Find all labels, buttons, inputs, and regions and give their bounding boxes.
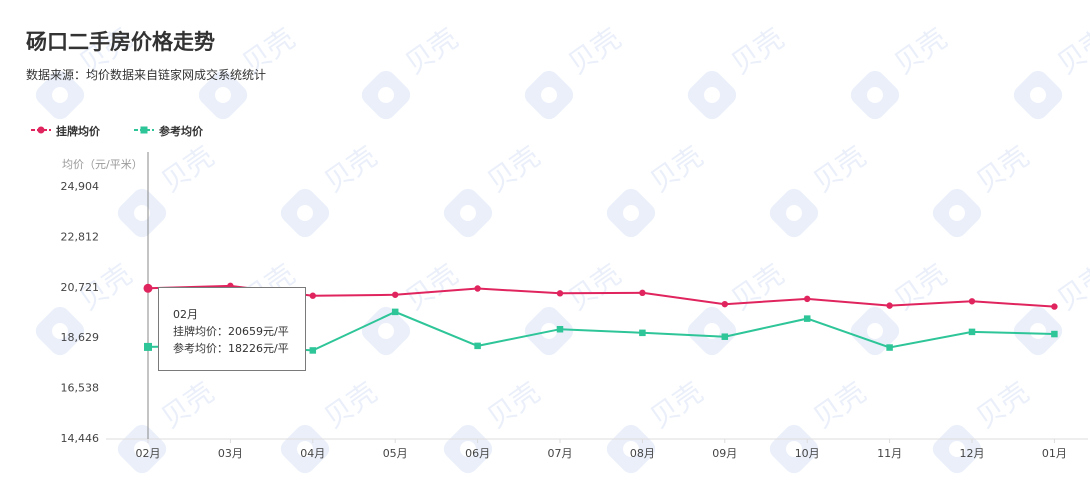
x-tick-label: 09月: [712, 447, 737, 460]
listing-point: [143, 283, 153, 293]
reference-point: [721, 333, 729, 340]
x-tick-label: 11月: [877, 447, 902, 460]
x-tick-label: 05月: [383, 447, 408, 460]
chart-tooltip: 02月 挂牌均价：20659元/平 参考均价：18226元/平: [158, 287, 306, 371]
tooltip-listing-value: 挂牌均价：20659元/平: [173, 325, 289, 338]
y-axis-label: 均价（元/平米）: [62, 158, 143, 171]
listing-point: [1051, 303, 1058, 310]
tooltip-reference-value: 参考均价：18226元/平: [173, 342, 289, 355]
reference-point: [1051, 330, 1058, 338]
listing-point: [639, 289, 646, 297]
y-tick-label: 20,721: [61, 281, 100, 294]
y-tick-label: 24,904: [61, 180, 100, 193]
listing-point: [309, 292, 316, 299]
reference-point: [803, 315, 811, 322]
listing-point: [886, 302, 893, 309]
x-tick-label: 04月: [300, 447, 325, 460]
legend-reference-marker-icon: [134, 126, 154, 134]
data-source-note: 数据来源：均价数据来自链家网成交系统统计: [26, 68, 267, 82]
x-tick-label: 02月: [136, 447, 161, 460]
page-title: 砀口二手房价格走势: [26, 30, 215, 54]
x-tick-label: 07月: [548, 447, 573, 460]
legend-listing-marker-icon: [31, 126, 51, 134]
y-tick-label: 16,538: [61, 382, 100, 395]
listing-point: [392, 291, 399, 298]
x-tick-label: 12月: [960, 447, 985, 460]
reference-point: [474, 342, 481, 350]
reference-point: [968, 328, 976, 336]
legend-label-listing: 挂牌均价: [56, 125, 100, 138]
reference-point: [391, 308, 399, 316]
x-tick-label: 03月: [218, 447, 243, 460]
listing-point: [474, 285, 481, 292]
listing-point: [968, 298, 976, 305]
reference-point: [639, 329, 646, 337]
x-tick-label: 01月: [1042, 447, 1067, 460]
y-tick-label: 14,446: [61, 432, 100, 445]
tooltip-month: 02月: [173, 308, 198, 321]
listing-point: [556, 290, 564, 297]
x-tick-label: 10月: [795, 447, 820, 460]
y-tick-label: 18,629: [61, 331, 100, 344]
listing-point: [804, 295, 811, 303]
reference-point: [886, 344, 893, 351]
legend-label-reference: 参考均价: [159, 125, 203, 138]
reference-point: [309, 347, 317, 354]
x-tick-label: 06月: [465, 447, 490, 460]
reference-point: [556, 325, 564, 333]
x-tick-label: 08月: [630, 447, 655, 460]
y-tick-label: 22,812: [61, 230, 100, 243]
reference-point: [144, 342, 152, 351]
listing-point: [721, 300, 728, 308]
